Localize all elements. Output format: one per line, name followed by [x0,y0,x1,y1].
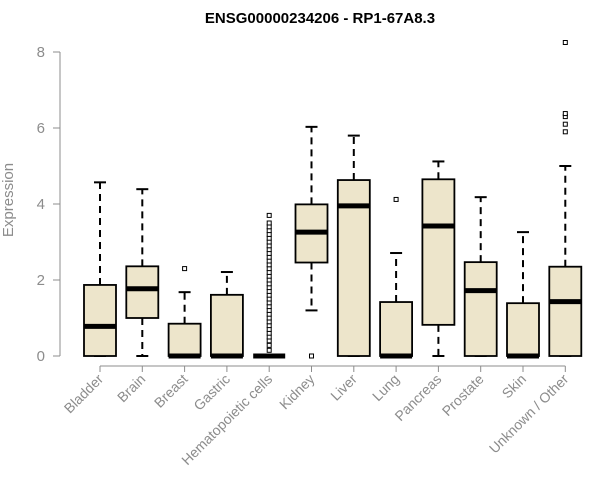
iqr-box [83,284,117,357]
box-breast [167,266,202,359]
y-tick-label: 0 [37,348,45,365]
x-tick-label: Prostate [439,371,487,419]
box-liver [336,134,371,357]
y-tick-label: 4 [37,196,45,213]
outlier-point [266,342,272,348]
outlier-point [562,129,568,135]
box-unknown-other [548,40,583,357]
x-tick-label: Liver [327,371,360,404]
x-tick-label: Lung [369,371,402,404]
outlier-point [562,40,568,45]
outlier-point [309,353,314,359]
x-tick-label: Bladder [61,371,107,417]
boxes [83,40,583,359]
outlier-point [182,266,188,272]
iqr-box [463,261,498,357]
x-tick-label: Brain [114,371,148,405]
box-brain [125,188,160,357]
iqr-box [209,293,244,357]
outlier-point [562,111,568,117]
x-tick-label: Breast [151,371,191,411]
y-tick-label: 8 [37,44,45,61]
outlier-point [393,196,399,202]
x-tick-label: Kidney [276,371,318,413]
y-tick-label: 6 [37,120,45,137]
iqr-box [336,179,371,357]
iqr-box [506,302,540,357]
box-gastric [209,271,244,359]
iqr-box [421,178,456,326]
y-axis-label: Expression [0,163,17,237]
outlier-point [562,121,568,127]
outlier-point [266,347,272,353]
y-tick-label: 2 [37,272,45,289]
chart-title: ENSG00000234206 - RP1-67A8.3 [205,10,435,27]
iqr-box [379,301,414,357]
box-hematopoietic-cells [253,212,286,359]
box-prostate [463,196,498,357]
outlier-point [266,212,272,218]
iqr-box [548,265,583,357]
box-pancreas [421,160,456,357]
outlier-point [266,220,272,226]
y-axis: 0 2 4 6 8 [37,44,61,365]
box-bladder [83,181,117,357]
box-kidney [294,125,329,359]
x-tick-label: Skin [499,371,530,402]
iqr-box [167,322,202,357]
x-tick-label: Pancreas [391,371,444,424]
iqr-box [125,265,160,319]
box-lung [379,196,414,359]
x-tick-label: Unknown / Other [486,371,572,457]
box-skin [506,231,540,359]
